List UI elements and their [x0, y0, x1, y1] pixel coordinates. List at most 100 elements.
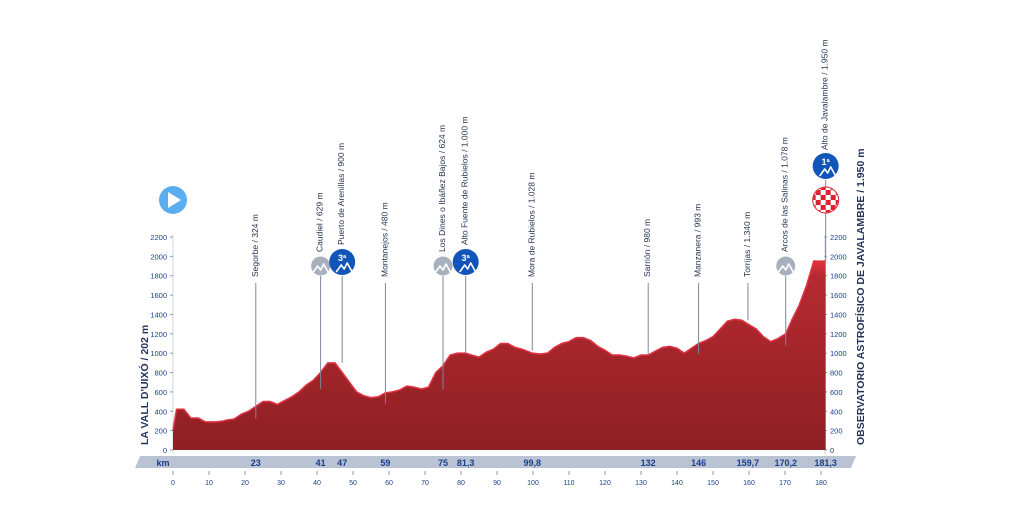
- km-bar-unit-label: km: [156, 458, 169, 468]
- checkered-flag-cells: [813, 187, 839, 213]
- y-tick-label-right: 0: [830, 446, 834, 455]
- x-tick-label: 150: [707, 480, 719, 487]
- x-tick-label: 40: [313, 480, 321, 487]
- x-tick-label: 0: [171, 480, 175, 487]
- sprint-icon-circle: [433, 256, 453, 276]
- x-tick-label: 140: [671, 480, 683, 487]
- waypoint-name-label: Puerto de Arenillas / 900 m: [336, 143, 346, 245]
- checkered-flag-icon: [812, 186, 840, 214]
- climb-category-text: 1ª: [822, 157, 831, 167]
- x-tick-label: 20: [241, 480, 249, 487]
- waypoint-km-label: 181,3: [814, 458, 837, 468]
- y-tick-label: 200: [154, 427, 167, 436]
- mountain-icon: [335, 262, 353, 273]
- checkered-flag-cell: [820, 205, 826, 210]
- climb-category-badge: 3ª: [452, 249, 479, 275]
- checkered-flag-cell: [835, 210, 839, 213]
- waypoint-name-label: Caudiel / 629 m: [315, 192, 325, 252]
- waypoint-name-label: Torrijas / 1.340 m: [742, 212, 752, 277]
- y-tick-label: 800: [154, 369, 167, 378]
- y-tick-label: 0: [163, 446, 167, 455]
- waypoint-name-label: Los Dines o Ibáñez Bajos / 624 m: [437, 125, 447, 252]
- checkered-flag-cell: [820, 187, 826, 190]
- start-play-icon: [159, 186, 187, 214]
- y-tick-label: 2000: [150, 252, 167, 261]
- y-tick-label-right: 600: [830, 388, 843, 397]
- x-tick-label: 100: [527, 480, 539, 487]
- y-tick-label: 2200: [150, 233, 167, 242]
- y-tick-label-right: 200: [830, 427, 843, 436]
- waypoint-name-label: Mora de Rubielos / 1.028 m: [526, 173, 536, 277]
- elevation-profile-area: [173, 261, 826, 450]
- start-location-label: LA VALL D'UIXÓ / 202 m: [138, 325, 151, 445]
- waypoint-name-label: Segorbe / 324 m: [250, 214, 260, 277]
- x-tick-label: 180: [815, 480, 827, 487]
- waypoint-km-label: 99,8: [524, 458, 542, 468]
- waypoint-name-label: Alto Fuente de Rubielos / 1.000 m: [460, 116, 470, 245]
- climb-category-text: 3ª: [462, 253, 471, 263]
- checkered-flag-cell: [825, 210, 831, 213]
- y-tick-label-right: 1800: [830, 272, 847, 281]
- mountain-icon: [434, 263, 452, 274]
- waypoint-name-label: Arcos de las Salinas / 1.078 m: [780, 137, 790, 252]
- climb-category-badge: 1ª: [812, 153, 839, 179]
- waypoint-km-label: 41: [316, 458, 326, 468]
- y-tick-label: 1000: [150, 349, 167, 358]
- checkered-flag-cell: [825, 200, 831, 205]
- y-tick-label-right: 400: [830, 407, 843, 416]
- checkered-flag-cell: [815, 200, 821, 205]
- checkered-flag-cell: [813, 187, 816, 190]
- climb-badge-circle: [452, 249, 479, 275]
- waypoint-km-label: 59: [380, 458, 390, 468]
- climb-badge-circle: [329, 249, 356, 275]
- climb-category-badge: 3ª: [329, 249, 356, 275]
- checkered-flag-cell: [825, 190, 831, 195]
- climb-badge-circle: [812, 153, 839, 179]
- checkered-flag-cell: [820, 195, 826, 200]
- y-tick-label-right: 1200: [830, 330, 847, 339]
- finish-location-label: OBSERVATORIO ASTROFÍSICO DE JAVALAMBRE /…: [854, 148, 867, 445]
- y-tick-label-right: 2200: [830, 233, 847, 242]
- y-tick-label: 400: [154, 407, 167, 416]
- waypoint-name-label: Sarrión / 980 m: [642, 219, 652, 277]
- sprint-icon: [311, 256, 331, 276]
- y-tick-label-right: 1000: [830, 349, 847, 358]
- waypoint-name-label: Montanejos / 480 m: [379, 202, 389, 277]
- x-tick-label: 110: [563, 480, 574, 487]
- y-tick-label: 1600: [150, 291, 167, 300]
- checkered-flag-cell: [835, 200, 839, 205]
- x-tick-label: 80: [457, 480, 465, 487]
- sprint-icon-circle: [311, 256, 331, 276]
- x-tick-label: 130: [635, 480, 647, 487]
- x-tick-label: 90: [493, 480, 501, 487]
- x-tick-label: 60: [385, 480, 393, 487]
- waypoint-km-label: 159,7: [737, 458, 760, 468]
- y-tick-label-right: 1600: [830, 291, 847, 300]
- y-tick-label-right: 1400: [830, 310, 847, 319]
- checkered-flag-cell: [813, 195, 816, 200]
- waypoint-km-label: 146: [691, 458, 706, 468]
- y-tick-label-right: 2000: [830, 252, 847, 261]
- waypoint-km-label: 75: [438, 458, 448, 468]
- y-tick-label: 600: [154, 388, 167, 397]
- mountain-icon: [777, 263, 795, 274]
- waypoint-name-label: Manzanera / 993 m: [693, 204, 703, 277]
- mountain-icon: [819, 166, 837, 177]
- sprint-icon-circle: [776, 256, 796, 276]
- x-tick-label: 10: [205, 480, 213, 487]
- mountain-icon: [459, 262, 477, 273]
- y-tick-label: 1400: [150, 310, 167, 319]
- x-tick-label: 50: [349, 480, 357, 487]
- x-tick-label: 70: [421, 480, 429, 487]
- x-tick-label: 160: [743, 480, 755, 487]
- sprint-icon: [433, 256, 453, 276]
- waypoint-km-label: 81,3: [457, 458, 475, 468]
- checkered-flag-cell: [830, 205, 836, 210]
- waypoint-km-label: 23: [251, 458, 261, 468]
- x-tick-label: 120: [599, 480, 611, 487]
- x-tick-label: 30: [277, 480, 285, 487]
- sprint-icon: [776, 256, 796, 276]
- checkered-flag-cell: [830, 195, 836, 200]
